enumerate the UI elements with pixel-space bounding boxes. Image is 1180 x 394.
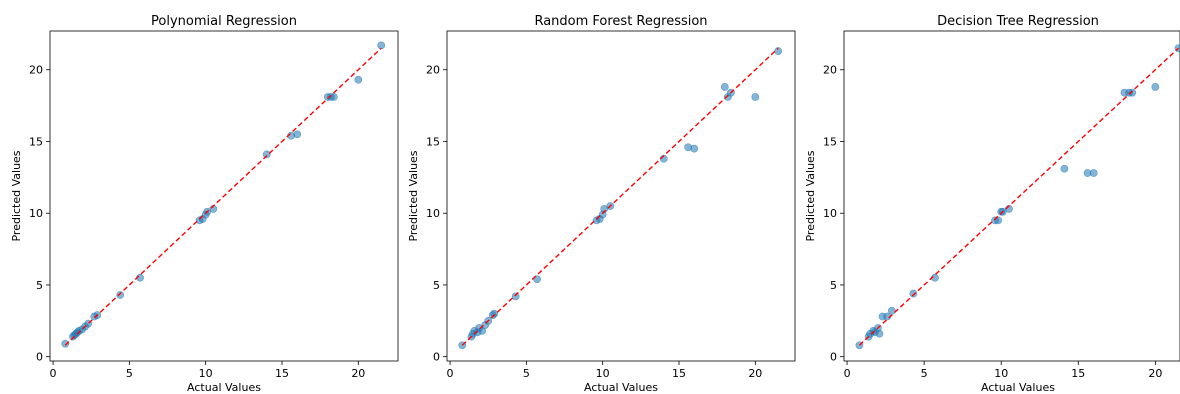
y-axis-label: Predicted Values [407,150,420,241]
x-tick-label: 15 [275,367,289,380]
axes-frame [843,30,1180,362]
x-tick-label: 5 [126,367,133,380]
x-tick-label: 10 [596,367,610,380]
y-axis-label: Predicted Values [804,150,817,241]
x-tick-label: 0 [844,367,851,380]
axes-frame [49,30,399,362]
data-point [511,292,520,301]
data-point [61,339,70,348]
chart-title: Random Forest Regression [534,14,707,29]
chart-title: Polynomial Regression [151,14,297,29]
x-tick-label: 20 [351,367,365,380]
data-point [1060,164,1069,173]
data-point [377,41,386,50]
y-tick-label: 15 [426,135,440,148]
y-tick-label: 0 [830,351,837,364]
data-point [262,150,271,159]
y-tick-label: 20 [823,64,837,77]
chart-title: Decision Tree Regression [937,14,1099,29]
x-tick-label: 0 [447,367,454,380]
y-tick-label: 5 [433,279,440,292]
data-point [1151,83,1160,91]
x-tick-label: 10 [199,367,213,380]
data-point [1128,88,1137,97]
x-tick-label: 5 [921,367,928,380]
data-point [887,306,896,315]
x-axis-label: Actual Values [981,381,1055,394]
y-tick-label: 10 [823,207,837,220]
data-point [690,144,699,153]
data-point [875,329,884,338]
decision-tree-regression-plot: Decision Tree Regression Actual Values P… [804,14,1180,394]
y-tick-label: 5 [830,279,837,292]
y-tick-label: 20 [29,64,43,77]
x-tick-label: 15 [672,367,686,380]
axes-frame [446,30,796,362]
ideal-fit-line [858,47,1179,346]
y-tick-label: 15 [29,135,43,148]
x-axis-label: Actual Values [584,381,658,394]
data-point [116,291,125,299]
x-tick-label: 5 [523,367,530,380]
data-point [329,93,338,101]
random-forest-regression-plot: Random Forest Regression Actual Values P… [407,14,796,394]
data-point [354,75,363,84]
ideal-fit-line [461,47,779,346]
data-point [751,93,760,101]
y-tick-label: 10 [29,207,43,220]
polynomial-regression-plot: Polynomial Regression Actual Values Pred… [10,14,399,394]
x-tick-label: 15 [1071,367,1085,380]
data-point [720,83,729,91]
y-tick-label: 5 [36,279,43,292]
y-tick-label: 0 [36,351,43,364]
x-tick-label: 20 [748,367,762,380]
x-tick-label: 10 [994,367,1008,380]
y-tick-label: 0 [433,351,440,364]
y-tick-label: 20 [426,64,440,77]
x-tick-label: 20 [1148,367,1162,380]
data-point [909,289,918,298]
data-point [293,130,302,139]
x-axis-label: Actual Values [187,381,261,394]
data-point [774,47,783,55]
ideal-fit-line [64,47,382,346]
y-axis-label: Predicted Values [10,150,23,241]
data-point [490,309,499,318]
y-tick-label: 15 [823,135,837,148]
x-tick-label: 0 [50,367,57,380]
y-tick-label: 10 [426,207,440,220]
data-point [1089,169,1098,177]
